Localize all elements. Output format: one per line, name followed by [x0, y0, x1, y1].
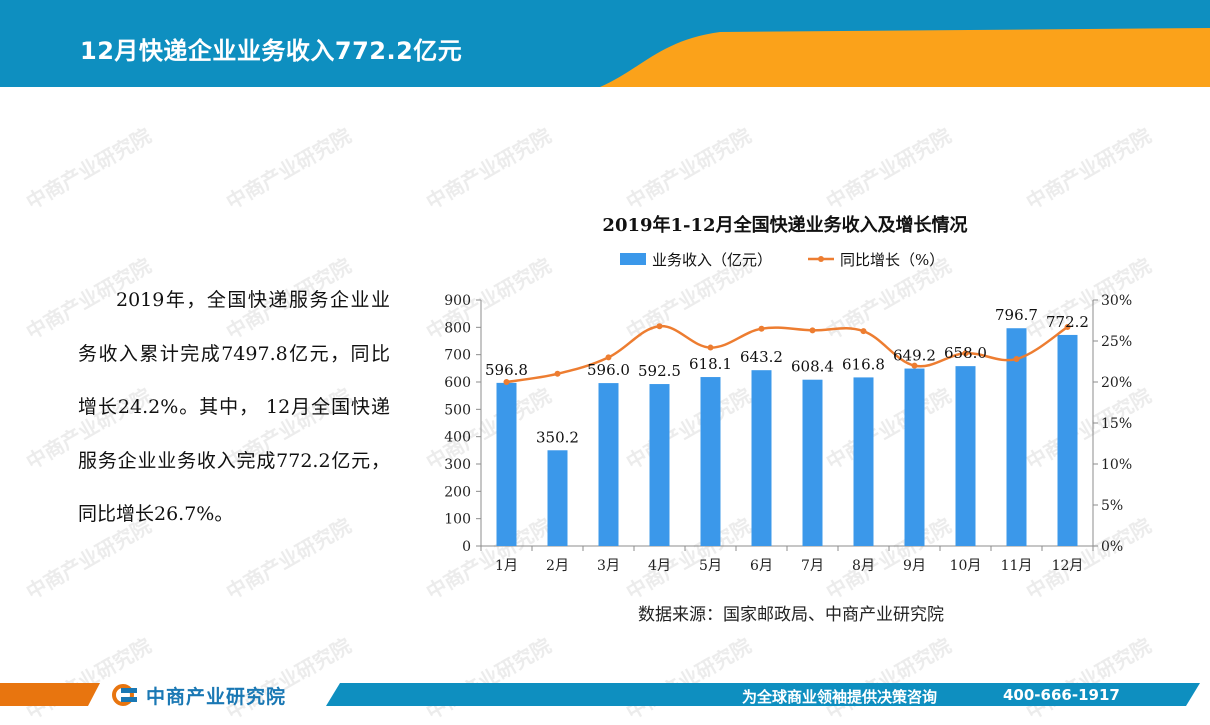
bar-data-labels: 596.8 350.2 596.0 592.5 618.1 643.2 608.4 616.8… — [485, 306, 1089, 446]
y-right-tick-label: 5% — [1101, 498, 1123, 514]
bar — [751, 370, 772, 546]
bar — [1057, 334, 1078, 546]
bar-value-label: 796.7 — [995, 306, 1038, 324]
growth-point — [962, 350, 969, 357]
growth-point — [809, 327, 816, 334]
footer-phone: 400-666-1917 — [1003, 686, 1120, 704]
x-tick-label: 5月 — [699, 558, 722, 574]
growth-point — [860, 328, 867, 335]
legend-swatch-growth-dot — [818, 256, 824, 262]
bar — [598, 383, 619, 546]
bar — [700, 377, 721, 546]
page-title: 12月快递企业业务收入772.2亿元 — [80, 37, 463, 65]
y-right-tick-label: 20% — [1101, 375, 1132, 391]
bar — [1006, 328, 1027, 546]
growth-point — [656, 323, 663, 330]
x-tick-label: 10月 — [950, 558, 982, 574]
bar-value-label: 596.8 — [485, 361, 528, 379]
bar-value-label: 616.8 — [842, 355, 885, 373]
header-orange-wave — [600, 28, 1210, 87]
y-left-tick-label: 100 — [444, 512, 471, 528]
y-left-tick-label: 0 — [462, 539, 471, 555]
bar — [955, 366, 976, 546]
y-left-tick-label: 800 — [444, 320, 471, 336]
y-right-tick-label: 10% — [1101, 457, 1132, 473]
y-right-tick-label: 25% — [1101, 334, 1132, 350]
chart-axes: 0 100 200 300 400 500 600 700 800 900 0% 5% 10% 15% 20… — [444, 293, 1132, 574]
bar — [802, 379, 823, 546]
bar-value-label: 618.1 — [689, 355, 732, 373]
bar-value-label: 658.0 — [944, 344, 987, 362]
chart-title: 2019年1-12月全国快递业务收入及增长情况 — [602, 214, 967, 236]
growth-point — [758, 325, 765, 332]
growth-point — [605, 354, 612, 361]
growth-point — [554, 370, 561, 377]
bar-value-label: 643.2 — [740, 348, 783, 366]
growth-point — [503, 379, 510, 385]
chart-legend: 业务收入（亿元） 同比增长（%） — [620, 251, 944, 269]
y-left-tick-label: 200 — [444, 484, 471, 500]
chart-source: 数据来源：国家邮政局、中商产业研究院 — [638, 605, 944, 625]
x-tick-label: 9月 — [903, 558, 926, 574]
y-left-tick-label: 900 — [444, 293, 471, 309]
y-left-tick-label: 300 — [444, 457, 471, 473]
header-banner: 12月快递企业业务收入772.2亿元 — [0, 0, 1210, 87]
legend-label-revenue: 业务收入（亿元） — [652, 251, 772, 269]
y-left-tick-label: 600 — [444, 375, 471, 391]
bar — [904, 368, 925, 546]
footer-stripe — [0, 683, 1200, 706]
growth-line-series — [503, 323, 1071, 385]
growth-point — [1013, 356, 1020, 363]
bar-value-label: 596.0 — [587, 361, 630, 379]
y-right-tick-label: 15% — [1101, 416, 1132, 432]
growth-line — [506, 324, 1069, 384]
bar — [649, 384, 670, 546]
bar-value-label: 592.5 — [638, 362, 681, 380]
bar — [496, 382, 517, 546]
bar-value-label: 608.4 — [791, 358, 834, 376]
y-right-tick-label: 0% — [1101, 539, 1123, 555]
bar — [547, 450, 568, 546]
x-tick-label: 12月 — [1052, 558, 1084, 574]
x-tick-label: 3月 — [597, 558, 620, 574]
legend-swatch-revenue — [620, 253, 646, 265]
growth-point — [911, 362, 918, 369]
y-left-tick-label: 700 — [444, 348, 471, 364]
x-tick-label: 1月 — [495, 558, 518, 574]
y-left-tick-label: 400 — [444, 430, 471, 446]
x-tick-label: 2月 — [546, 558, 569, 574]
legend-label-growth: 同比增长（%） — [840, 251, 944, 269]
bar-value-label: 649.2 — [893, 347, 936, 365]
logo-icon — [112, 684, 137, 706]
summary-paragraph: 2019年，全国快递服务企业业务收入累计完成7497.8亿元，同比增长24.2%… — [78, 289, 390, 525]
bar-series — [496, 328, 1078, 546]
growth-point — [1064, 324, 1071, 331]
bar-value-label: 772.2 — [1046, 313, 1089, 331]
growth-point — [707, 344, 714, 351]
bar-value-label: 350.2 — [536, 428, 579, 446]
x-tick-label: 6月 — [750, 558, 773, 574]
footer-slogan: 为全球商业领袖提供决策咨询 — [742, 688, 938, 706]
bar — [853, 377, 874, 546]
y-left-tick-label: 500 — [444, 402, 471, 418]
y-right-tick-label: 30% — [1101, 293, 1132, 309]
x-tick-label: 11月 — [1001, 558, 1033, 574]
x-tick-label: 7月 — [801, 558, 824, 574]
footer-logo: 中商产业研究院 — [112, 684, 287, 708]
x-tick-label: 8月 — [852, 558, 875, 574]
x-tick-label: 4月 — [648, 558, 671, 574]
logo-text: 中商产业研究院 — [146, 685, 287, 708]
